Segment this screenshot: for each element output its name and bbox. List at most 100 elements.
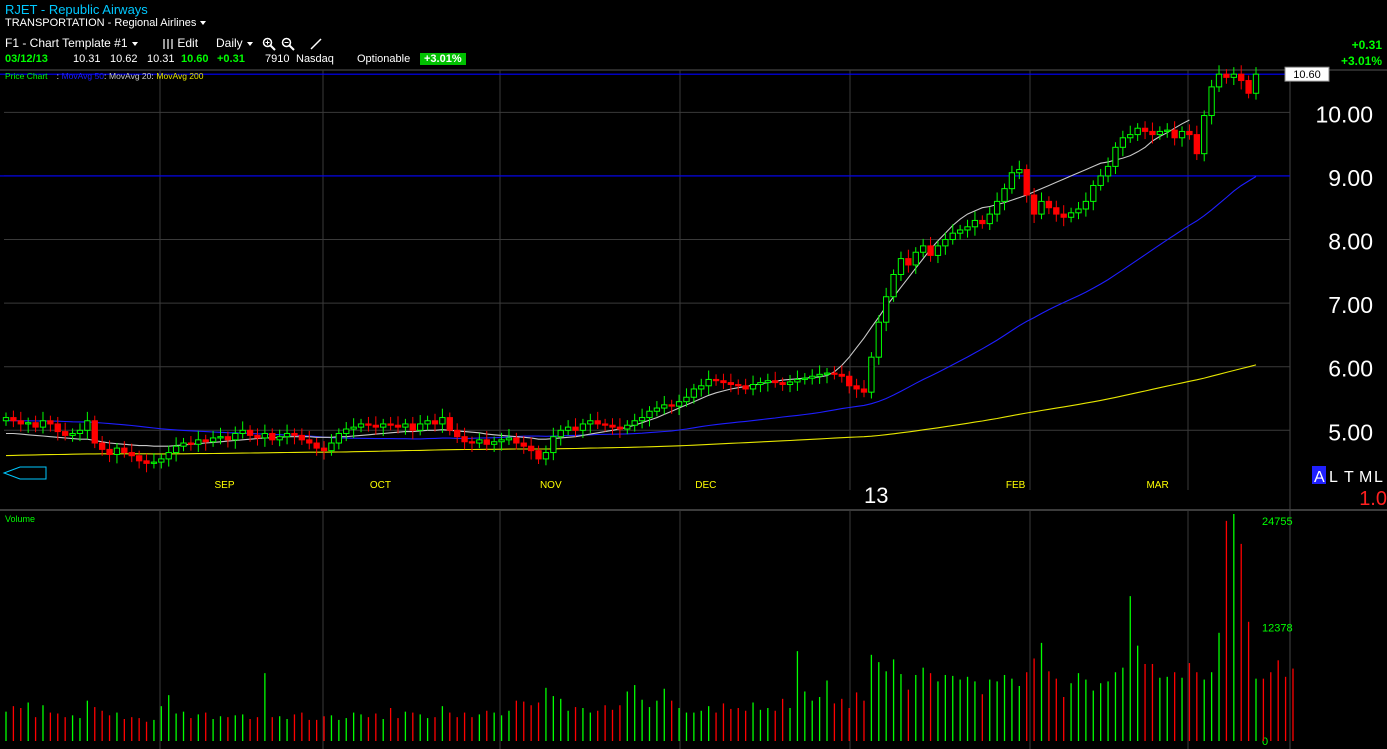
candle bbox=[1097, 175, 1104, 186]
candle bbox=[394, 424, 402, 428]
candle bbox=[320, 447, 328, 452]
candle bbox=[135, 455, 143, 462]
volume-axis-label: 24755 bbox=[1262, 516, 1293, 528]
candle bbox=[424, 420, 431, 425]
header-change: +0.31 bbox=[1351, 38, 1382, 52]
candle bbox=[735, 384, 742, 387]
candle bbox=[1193, 134, 1200, 155]
legend-separator: : bbox=[57, 71, 59, 81]
candle bbox=[846, 375, 853, 387]
candle bbox=[380, 423, 387, 428]
candle bbox=[557, 429, 564, 438]
candle bbox=[372, 424, 379, 428]
candle bbox=[417, 423, 424, 431]
timeframe-highlight bbox=[1312, 466, 1326, 484]
candle bbox=[675, 401, 683, 407]
candle bbox=[1104, 165, 1112, 177]
candle bbox=[195, 439, 202, 445]
candle bbox=[47, 420, 54, 425]
price-axis-label: 9.00 bbox=[1328, 165, 1373, 191]
candle bbox=[823, 372, 831, 375]
candle bbox=[246, 429, 254, 436]
candle bbox=[964, 226, 971, 231]
draw-line-icon[interactable] bbox=[309, 36, 323, 51]
legend-entry: Price Chart bbox=[5, 71, 48, 81]
timeframe-button[interactable]: L bbox=[1374, 469, 1383, 486]
legend-entry: MovAvg 50 bbox=[62, 71, 105, 81]
candle bbox=[801, 377, 808, 380]
candle bbox=[661, 404, 668, 409]
candle bbox=[172, 445, 180, 454]
candle bbox=[431, 420, 439, 425]
candle bbox=[1038, 200, 1045, 215]
candle bbox=[1149, 130, 1156, 136]
candle bbox=[587, 420, 594, 425]
candle bbox=[69, 432, 76, 436]
candle bbox=[476, 439, 483, 444]
ma200-line bbox=[5, 364, 1257, 457]
candle bbox=[461, 436, 468, 443]
industry-dropdown[interactable]: TRANSPORTATION - Regional Airlines bbox=[5, 17, 207, 29]
candle bbox=[306, 439, 313, 444]
candle bbox=[10, 417, 17, 422]
candle bbox=[202, 439, 209, 443]
scale-text: 1.0 bbox=[1359, 488, 1387, 510]
candle bbox=[313, 442, 320, 449]
candle bbox=[860, 388, 868, 393]
candle bbox=[1030, 194, 1038, 215]
industry-label: TRANSPORTATION - Regional Airlines bbox=[5, 17, 197, 29]
x-axis-label: OCT bbox=[370, 480, 391, 491]
chevron-down-icon bbox=[246, 41, 253, 46]
quote-exchange: Nasdaq bbox=[296, 53, 334, 65]
candle bbox=[357, 423, 365, 428]
timeframe-button[interactable]: M bbox=[1359, 469, 1372, 486]
chevron-down-icon bbox=[131, 41, 138, 46]
candle bbox=[180, 442, 187, 447]
candle bbox=[269, 432, 276, 441]
candle bbox=[343, 428, 350, 434]
x-axis-label: FEB bbox=[1006, 480, 1026, 491]
candle bbox=[143, 460, 150, 464]
candle bbox=[624, 424, 631, 430]
zoom-out-icon[interactable] bbox=[281, 36, 295, 51]
candle bbox=[1112, 146, 1119, 167]
header-change-pct: +3.01% bbox=[1340, 54, 1382, 68]
candle bbox=[1082, 200, 1090, 210]
last-price-label: 10.60 bbox=[1293, 69, 1321, 81]
candle bbox=[409, 423, 416, 431]
candle bbox=[772, 380, 779, 384]
timeframe-button[interactable]: A bbox=[1314, 469, 1325, 486]
candle bbox=[912, 251, 919, 266]
symbol-title[interactable]: RJET - Republic Airways bbox=[5, 2, 148, 17]
template-dropdown[interactable]: F1 - Chart Template #1 bbox=[5, 36, 138, 50]
candle bbox=[993, 200, 1001, 215]
candle bbox=[564, 426, 572, 431]
x-axis-label: MAR bbox=[1146, 480, 1168, 491]
price-axis-label: 5.00 bbox=[1328, 419, 1373, 445]
candle bbox=[1252, 73, 1260, 94]
candle bbox=[498, 439, 505, 443]
candle bbox=[979, 219, 986, 225]
ma20-line bbox=[6, 119, 1190, 447]
timeframe-button[interactable]: T bbox=[1344, 469, 1354, 486]
candle bbox=[631, 420, 638, 426]
candle bbox=[1008, 172, 1016, 190]
candle bbox=[1223, 73, 1230, 78]
candle bbox=[698, 385, 705, 390]
candle bbox=[209, 437, 217, 443]
candle bbox=[1178, 130, 1186, 139]
candle bbox=[616, 426, 624, 430]
timeframe-button[interactable]: L bbox=[1329, 469, 1338, 486]
candle bbox=[816, 373, 823, 377]
candle bbox=[387, 423, 394, 426]
period-dropdown[interactable]: Daily bbox=[216, 36, 253, 50]
zoom-in-icon[interactable] bbox=[262, 36, 276, 51]
quote-change: +0.31 bbox=[217, 53, 245, 65]
candle bbox=[853, 385, 860, 390]
candle bbox=[84, 420, 91, 431]
edit-button[interactable]: Edit bbox=[163, 36, 198, 50]
candle bbox=[128, 452, 135, 457]
candle bbox=[749, 384, 757, 390]
candle bbox=[1134, 127, 1141, 136]
